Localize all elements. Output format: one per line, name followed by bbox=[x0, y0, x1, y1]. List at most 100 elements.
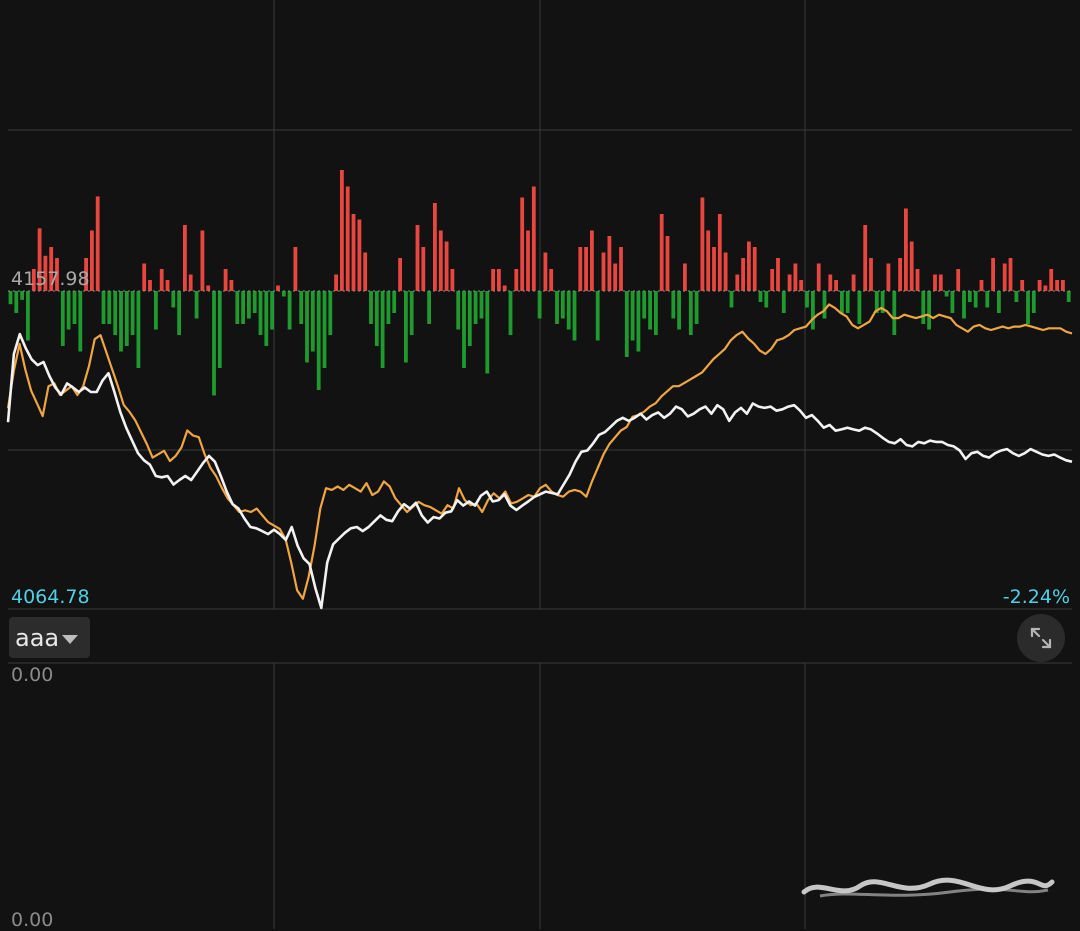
volume-bar-down bbox=[654, 291, 658, 335]
volume-bar-up bbox=[95, 196, 100, 291]
volume-bar-down bbox=[572, 291, 577, 341]
volume-bar-up bbox=[200, 230, 205, 291]
volume-bar-down bbox=[78, 291, 83, 352]
volume-bar-down bbox=[386, 291, 391, 324]
volume-bar-up bbox=[938, 274, 943, 291]
volume-bar-up bbox=[909, 241, 914, 291]
chart-grid bbox=[8, 0, 1072, 929]
volume-bar-up bbox=[886, 263, 891, 291]
volume-bar-down bbox=[404, 291, 408, 363]
volume-bar-up bbox=[43, 255, 48, 291]
volume-bar-down bbox=[235, 291, 240, 324]
volume-bar-up bbox=[345, 186, 350, 291]
volume-bar-down bbox=[962, 291, 966, 319]
volume-bar-down bbox=[467, 291, 472, 346]
volume-bar-up bbox=[683, 263, 687, 291]
volume-bar-down bbox=[305, 291, 309, 363]
volume-bar-down bbox=[101, 291, 106, 324]
volume-bar-down bbox=[677, 291, 681, 330]
volume-bar-up bbox=[863, 225, 868, 291]
volume-bar-down bbox=[212, 291, 216, 396]
volume-bar-down bbox=[281, 291, 286, 297]
volume-bar-down bbox=[130, 291, 135, 335]
volume-bar-down bbox=[997, 291, 1001, 313]
volume-bar-down bbox=[26, 291, 30, 341]
volume-bar-down bbox=[688, 291, 693, 335]
volume-bar-up bbox=[526, 230, 530, 291]
volume-bar-down bbox=[462, 291, 466, 368]
volume-bar-up bbox=[444, 241, 449, 291]
volume-bar-down bbox=[822, 291, 827, 319]
volume-bar-up bbox=[915, 269, 920, 291]
volume-bar-up bbox=[1061, 280, 1065, 291]
volume-bar-down bbox=[671, 291, 676, 319]
volume-bar-down bbox=[316, 291, 321, 390]
volume-bar-up bbox=[438, 230, 443, 291]
volume-bar-up bbox=[84, 258, 88, 291]
price-max-label: 4157.98 bbox=[11, 268, 90, 290]
volume-bar-down bbox=[258, 291, 263, 335]
volume-bars bbox=[8, 170, 1072, 396]
volume-bar-up bbox=[979, 280, 984, 291]
volume-bar-down bbox=[479, 291, 484, 319]
volume-bar-up bbox=[723, 252, 728, 291]
expand-button[interactable] bbox=[1017, 614, 1065, 662]
volume-bar-down bbox=[880, 291, 885, 313]
volume-bar-up bbox=[514, 269, 519, 291]
volume-bar-up bbox=[770, 269, 775, 291]
volume-bar-up bbox=[531, 186, 536, 291]
volume-bar-down bbox=[287, 291, 292, 330]
volume-bar-down bbox=[694, 291, 699, 324]
volume-bar-down bbox=[241, 291, 245, 324]
volume-bar-down bbox=[1031, 291, 1036, 313]
volume-bar-up bbox=[142, 263, 147, 291]
volume-bar-down bbox=[927, 291, 931, 330]
volume-bar-up bbox=[700, 197, 705, 291]
volume-bar-down bbox=[758, 291, 763, 302]
volume-bar-down bbox=[950, 291, 955, 313]
volume-bar-down bbox=[781, 291, 786, 313]
volume-bar-down bbox=[630, 291, 635, 341]
volume-bar-down bbox=[124, 291, 129, 346]
volume-bar-up bbox=[706, 230, 711, 291]
volume-bar-up bbox=[31, 269, 36, 291]
volume-bar-up bbox=[991, 258, 995, 291]
volume-bar-up bbox=[898, 258, 902, 291]
average-price-line bbox=[6, 303, 1073, 600]
volume-bar-down bbox=[729, 291, 734, 308]
volume-bar-up bbox=[933, 274, 937, 291]
volume-bar-up bbox=[659, 214, 664, 291]
volume-bar-up bbox=[351, 214, 356, 291]
volume-bar-down bbox=[113, 291, 118, 335]
volume-bar-down bbox=[427, 291, 431, 324]
volume-bar-up bbox=[334, 274, 338, 291]
volume-bar-down bbox=[322, 291, 327, 368]
watermark-signature bbox=[801, 877, 1055, 898]
volume-bar-down bbox=[154, 291, 158, 330]
volume-bar-down bbox=[270, 291, 274, 330]
volume-bar-down bbox=[636, 291, 641, 352]
volume-bar-down bbox=[985, 291, 990, 308]
volume-bar-up bbox=[851, 274, 856, 291]
volume-bar-up bbox=[165, 280, 170, 291]
volume-bar-up bbox=[793, 263, 798, 291]
volume-bar-up bbox=[450, 269, 455, 291]
volume-bar-down bbox=[560, 291, 565, 319]
volume-bar-up bbox=[607, 236, 612, 291]
indicator-selector-button[interactable]: aaa bbox=[9, 617, 90, 658]
volume-bar-down bbox=[66, 291, 71, 330]
volume-bar-up bbox=[549, 269, 554, 291]
volume-bar-up bbox=[712, 247, 716, 291]
volume-bar-up bbox=[799, 280, 804, 291]
volume-bar-up bbox=[223, 269, 228, 291]
volume-bar-up bbox=[49, 247, 54, 291]
volume-bar-up bbox=[584, 247, 588, 291]
volume-bar-up bbox=[578, 247, 583, 291]
volume-bar-up bbox=[1020, 280, 1025, 291]
volume-bar-up bbox=[590, 230, 594, 291]
volume-bar-down bbox=[217, 291, 222, 368]
volume-bar-down bbox=[247, 291, 251, 319]
volume-bar-up bbox=[1043, 285, 1048, 291]
volume-bar-up bbox=[834, 280, 838, 291]
